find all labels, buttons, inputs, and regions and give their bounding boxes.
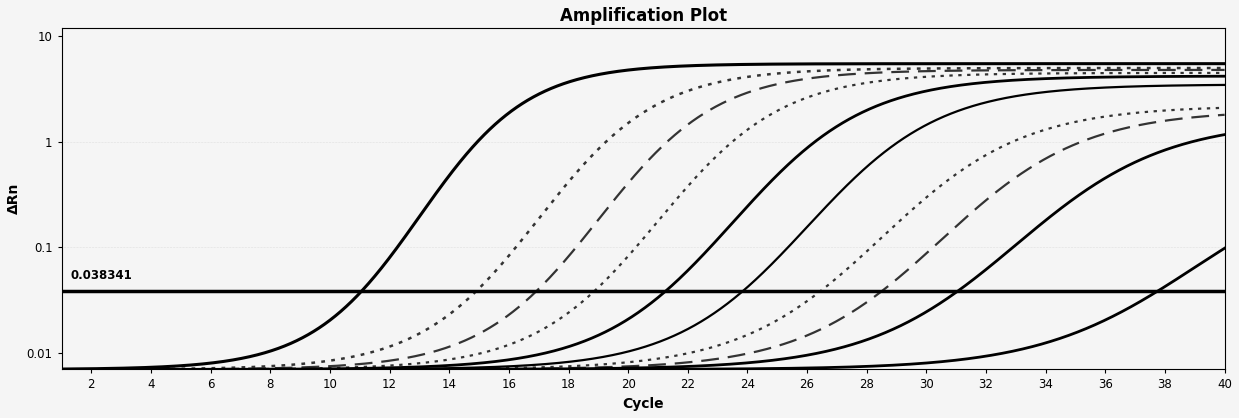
X-axis label: Cycle: Cycle <box>622 397 664 411</box>
Y-axis label: ΔRn: ΔRn <box>7 183 21 214</box>
Text: 0.038341: 0.038341 <box>71 270 133 283</box>
Title: Amplification Plot: Amplification Plot <box>560 7 726 25</box>
